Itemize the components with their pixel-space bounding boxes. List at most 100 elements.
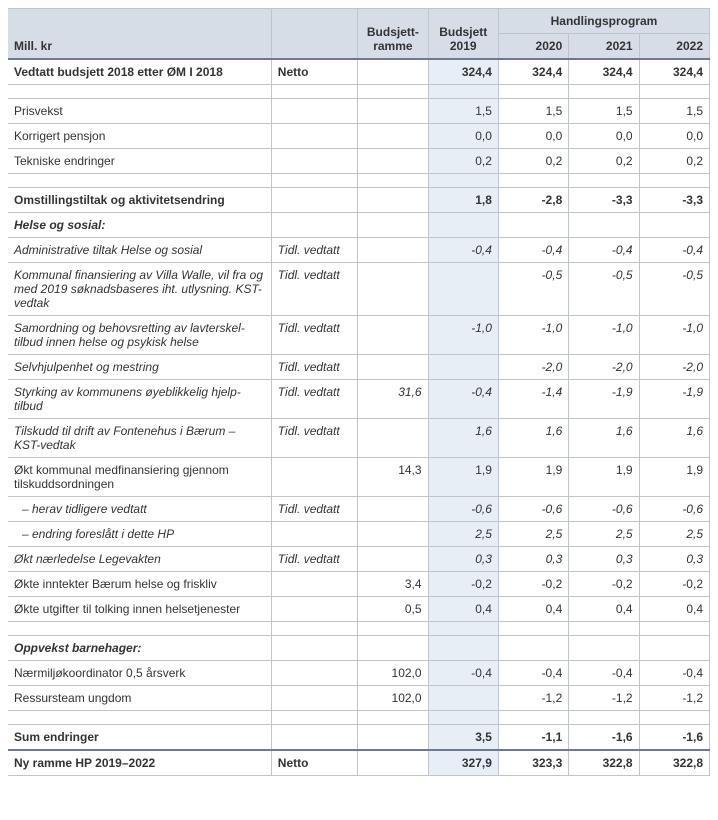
cell-ramme [358, 419, 428, 458]
cell-ramme: 14,3 [358, 458, 428, 497]
cell-2020: -2,8 [498, 188, 568, 213]
cell-2019: -0,4 [428, 238, 498, 263]
cell-ramme [358, 497, 428, 522]
cell-2021: 0,4 [569, 597, 639, 622]
cell-2021: 322,8 [569, 750, 639, 776]
cell-2022: 0,2 [639, 149, 709, 174]
cell-2022: -0,6 [639, 497, 709, 522]
table-body: Vedtatt budsjett 2018 etter ØM I 2018Net… [8, 59, 710, 776]
table-row: Økte utgifter til tolking innen helsetje… [8, 597, 710, 622]
row-note [271, 124, 357, 149]
row-note [271, 661, 357, 686]
cell-ramme [358, 725, 428, 751]
cell-2022: -1,2 [639, 686, 709, 711]
hdr-handlingsprogram: Handlingsprogram [498, 9, 709, 34]
cell-2020: -0,6 [498, 497, 568, 522]
cell-2019: -1,0 [428, 316, 498, 355]
cell-2019: -0,2 [428, 572, 498, 597]
cell-2022: -2,0 [639, 355, 709, 380]
cell-2022: -3,3 [639, 188, 709, 213]
row-note: Tidl. vedtatt [271, 497, 357, 522]
cell-2020: -0,4 [498, 661, 568, 686]
row-note: Tidl. vedtatt [271, 316, 357, 355]
cell-2022: -0,5 [639, 263, 709, 316]
cell-2020: -0,2 [498, 572, 568, 597]
cell-2020: -2,0 [498, 355, 568, 380]
cell-2021: 1,6 [569, 419, 639, 458]
row-label: Økt kommunal medfinansiering gjennom til… [8, 458, 271, 497]
cell-2021: -1,2 [569, 686, 639, 711]
cell-2019: -0,6 [428, 497, 498, 522]
table-row: – herav tidligere vedtattTidl. vedtatt -0… [8, 497, 710, 522]
cell-2019 [428, 263, 498, 316]
row-label: Sum endringer [8, 725, 271, 751]
row-label: Styrking av kommunens øyeblikkelig hjelp… [8, 380, 271, 419]
cell-2019: 0,4 [428, 597, 498, 622]
table-row: Vedtatt budsjett 2018 etter ØM I 2018Net… [8, 59, 710, 85]
cell-ramme: 102,0 [358, 661, 428, 686]
row-label: Nærmiljøkoordinator 0,5 årsverk [8, 661, 271, 686]
cell-ramme [358, 750, 428, 776]
table-row: Prisvekst1,51,51,51,5 [8, 99, 710, 124]
cell-2021: -0,4 [569, 661, 639, 686]
cell-2019 [428, 355, 498, 380]
cell-ramme [358, 188, 428, 213]
row-note [271, 725, 357, 751]
cell-2019 [428, 686, 498, 711]
cell-2021: -1,6 [569, 725, 639, 751]
cell-2019: 1,6 [428, 419, 498, 458]
table-row: Omstillingstiltak og aktivitetsendring1,… [8, 188, 710, 213]
cell-2022: -0,2 [639, 572, 709, 597]
cell-ramme [358, 238, 428, 263]
row-label: Prisvekst [8, 99, 271, 124]
cell-ramme [358, 522, 428, 547]
cell-2022: -1,6 [639, 725, 709, 751]
cell-ramme [358, 263, 428, 316]
row-note: Tidl. vedtatt [271, 263, 357, 316]
table-row: Nærmiljøkoordinator 0,5 årsverk 102,0 -0,4… [8, 661, 710, 686]
row-label: Ressursteam ungdom [8, 686, 271, 711]
cell-ramme: 3,4 [358, 572, 428, 597]
cell-ramme [358, 59, 428, 85]
hdr-2022: 2022 [639, 34, 709, 60]
table-row: Ressursteam ungdom102,0-1,2-1,2-1,2 [8, 686, 710, 711]
cell-2022: 0,0 [639, 124, 709, 149]
row-note [271, 686, 357, 711]
cell-2019: 1,5 [428, 99, 498, 124]
hdr-millkr: Mill. kr [8, 9, 271, 60]
row-label: Samordning og behovsretting av lavterske… [8, 316, 271, 355]
table-row: Styrking av kommunens øyeblikkelig hjelp… [8, 380, 710, 419]
cell-2022: -0,4 [639, 238, 709, 263]
cell-2022: -0,4 [639, 661, 709, 686]
cell-2022: -1,0 [639, 316, 709, 355]
budget-table: Mill. kr Budsjett-ramme Budsjett 2019 Ha… [8, 8, 710, 776]
table-row: Ny ramme HP 2019–2022Netto327,9323,3322,… [8, 750, 710, 776]
cell-2021: -3,3 [569, 188, 639, 213]
row-note [271, 99, 357, 124]
table-header: Mill. kr Budsjett-ramme Budsjett 2019 Ha… [8, 9, 710, 60]
cell-2020: 0,4 [498, 597, 568, 622]
row-note: Tidl. vedtatt [271, 380, 357, 419]
cell-2020: 1,5 [498, 99, 568, 124]
row-note: Netto [271, 59, 357, 85]
cell-ramme [358, 124, 428, 149]
row-label: – herav tidligere vedtatt [8, 497, 271, 522]
cell-2020: -1,2 [498, 686, 568, 711]
table-row: Økt kommunal medfinansiering gjennom til… [8, 458, 710, 497]
table-row: Samordning og behovsretting av lavterske… [8, 316, 710, 355]
cell-2019: 0,0 [428, 124, 498, 149]
cell-2020: 0,3 [498, 547, 568, 572]
row-label: Økt nærledelse Legevakten [8, 547, 271, 572]
cell-2021: -0,2 [569, 572, 639, 597]
cell-2021: -1,0 [569, 316, 639, 355]
table-row: Helse og sosial: [8, 213, 710, 238]
cell-2020: 2,5 [498, 522, 568, 547]
row-note [271, 188, 357, 213]
table-row: Økte inntekter Bærum helse og friskliv3,… [8, 572, 710, 597]
cell-2021: 2,5 [569, 522, 639, 547]
row-note: Tidl. vedtatt [271, 419, 357, 458]
cell-2020: -1,0 [498, 316, 568, 355]
row-note [271, 458, 357, 497]
hdr-budsjettramme: Budsjett-ramme [358, 9, 428, 60]
row-note: Netto [271, 750, 357, 776]
